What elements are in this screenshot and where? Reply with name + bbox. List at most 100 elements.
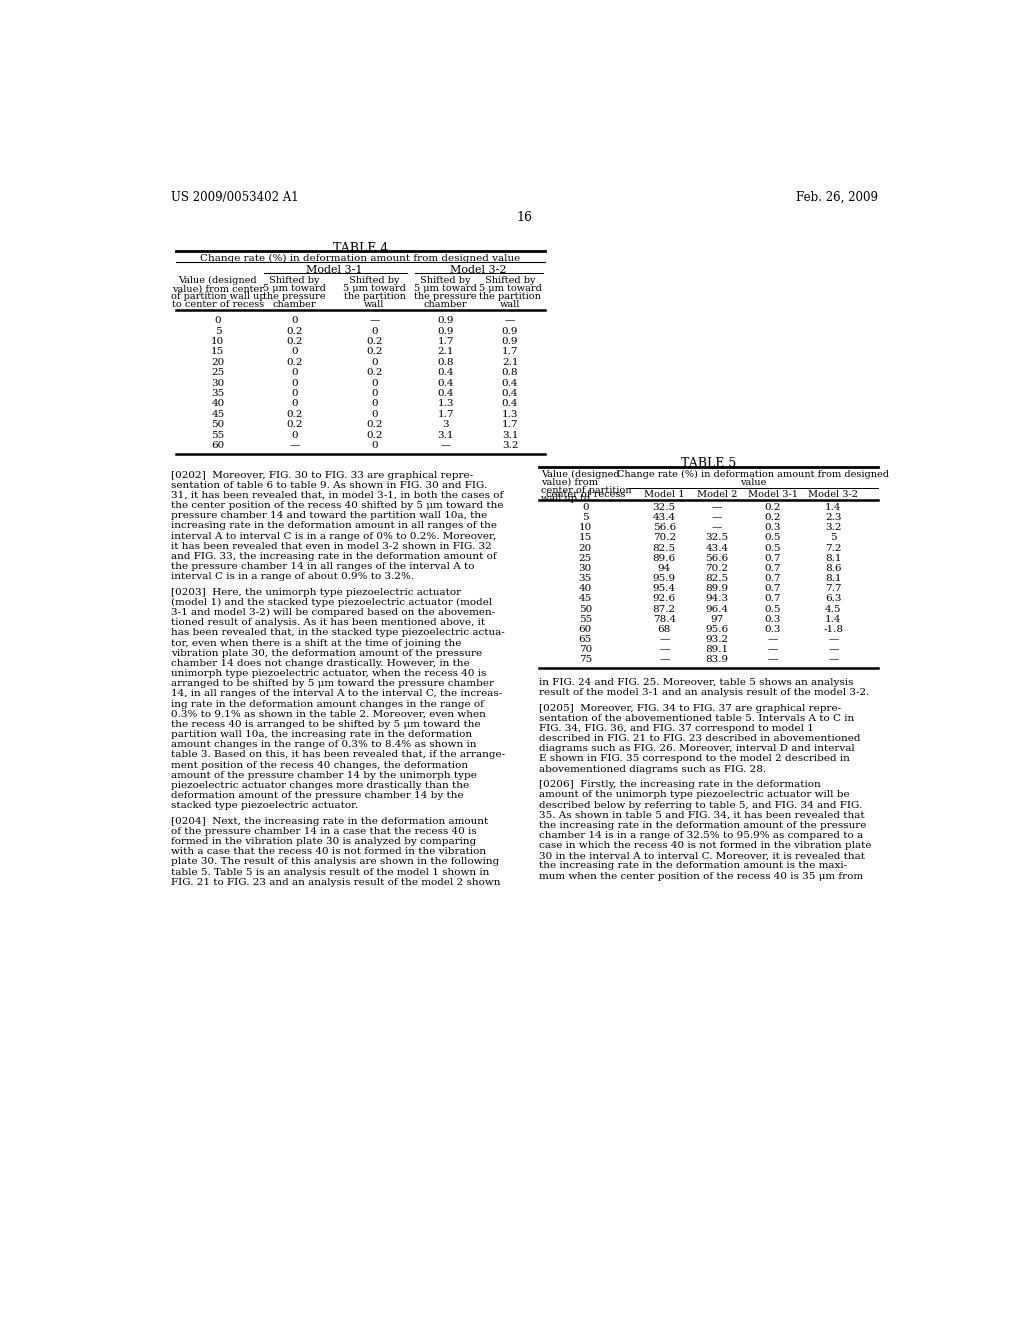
Text: —: — [440, 441, 451, 450]
Text: Feb. 26, 2009: Feb. 26, 2009 [797, 191, 879, 203]
Text: 32.5: 32.5 [706, 533, 728, 543]
Text: Model 1: Model 1 [644, 490, 685, 499]
Text: 0: 0 [371, 441, 378, 450]
Text: 60: 60 [211, 441, 224, 450]
Text: the increasing rate in the deformation amount is the maxi-: the increasing rate in the deformation a… [539, 862, 847, 870]
Text: 3-1 and model 3-2) will be compared based on the abovemen-: 3-1 and model 3-2) will be compared base… [171, 609, 495, 618]
Text: formed in the vibration plate 30 is analyzed by comparing: formed in the vibration plate 30 is anal… [171, 837, 476, 846]
Text: 0.2: 0.2 [367, 347, 383, 356]
Text: 97: 97 [711, 615, 724, 624]
Text: Shifted by: Shifted by [421, 276, 471, 285]
Text: ment position of the recess 40 changes, the deformation: ment position of the recess 40 changes, … [171, 760, 468, 770]
Text: 0.9: 0.9 [437, 326, 454, 335]
Text: 5: 5 [829, 533, 837, 543]
Text: diagrams such as FIG. 26. Moreover, interval D and interval: diagrams such as FIG. 26. Moreover, inte… [539, 744, 854, 754]
Text: 0: 0 [291, 368, 298, 378]
Text: 68: 68 [657, 624, 671, 634]
Text: 70: 70 [579, 645, 592, 655]
Text: 95.4: 95.4 [652, 585, 676, 593]
Text: 82.5: 82.5 [706, 574, 728, 583]
Text: 15: 15 [211, 347, 224, 356]
Text: FIG. 34, FIG. 36, and FIG. 37 correspond to model 1: FIG. 34, FIG. 36, and FIG. 37 correspond… [539, 723, 814, 733]
Text: 5 μm toward: 5 μm toward [415, 284, 477, 293]
Text: 0.5: 0.5 [765, 533, 781, 543]
Text: Shifted by: Shifted by [269, 276, 319, 285]
Text: 0: 0 [371, 358, 378, 367]
Text: amount changes in the range of 0.3% to 8.4% as shown in: amount changes in the range of 0.3% to 8… [171, 741, 476, 750]
Text: 0.9: 0.9 [502, 337, 518, 346]
Text: -1.8: -1.8 [823, 624, 843, 634]
Text: of partition wall up: of partition wall up [171, 293, 265, 301]
Text: 6.3: 6.3 [825, 594, 842, 603]
Text: described in FIG. 21 to FIG. 23 described in abovementioned: described in FIG. 21 to FIG. 23 describe… [539, 734, 860, 743]
Text: it has been revealed that even in model 3-2 shown in FIG. 32: it has been revealed that even in model … [171, 541, 492, 550]
Text: 4.5: 4.5 [825, 605, 842, 614]
Text: the pressure chamber 14 in all ranges of the interval A to: the pressure chamber 14 in all ranges of… [171, 562, 474, 572]
Text: 35: 35 [579, 574, 592, 583]
Text: 0.7: 0.7 [765, 594, 781, 603]
Text: 0: 0 [582, 503, 589, 512]
Text: 95.6: 95.6 [706, 624, 728, 634]
Text: 32.5: 32.5 [652, 503, 676, 512]
Text: case in which the recess 40 is not formed in the vibration plate: case in which the recess 40 is not forme… [539, 841, 871, 850]
Text: 5: 5 [215, 326, 221, 335]
Text: 0.5: 0.5 [765, 544, 781, 553]
Text: 0.3: 0.3 [765, 624, 781, 634]
Text: 0.2: 0.2 [765, 503, 781, 512]
Text: 1.7: 1.7 [502, 347, 518, 356]
Text: 31, it has been revealed that, in model 3-1, in both the cases of: 31, it has been revealed that, in model … [171, 491, 503, 500]
Text: Model 3-2: Model 3-2 [808, 490, 858, 499]
Text: 0.4: 0.4 [437, 368, 454, 378]
Text: 70.2: 70.2 [652, 533, 676, 543]
Text: 14, in all ranges of the interval A to the interval C, the increas-: 14, in all ranges of the interval A to t… [171, 689, 502, 698]
Text: the pressure: the pressure [263, 293, 326, 301]
Text: in FIG. 24 and FIG. 25. Moreover, table 5 shows an analysis: in FIG. 24 and FIG. 25. Moreover, table … [539, 678, 853, 686]
Text: 94.3: 94.3 [706, 594, 728, 603]
Text: 0.2: 0.2 [287, 337, 303, 346]
Text: value: value [740, 478, 766, 487]
Text: TABLE 4: TABLE 4 [333, 242, 388, 255]
Text: 0: 0 [291, 400, 298, 408]
Text: [0202]  Moreover, FIG. 30 to FIG. 33 are graphical repre-: [0202] Moreover, FIG. 30 to FIG. 33 are … [171, 471, 473, 479]
Text: the partition: the partition [479, 293, 541, 301]
Text: 0.7: 0.7 [765, 554, 781, 562]
Text: 0.3: 0.3 [765, 523, 781, 532]
Text: 92.6: 92.6 [652, 594, 676, 603]
Text: 0.7: 0.7 [765, 564, 781, 573]
Text: 56.6: 56.6 [652, 523, 676, 532]
Text: 35: 35 [211, 389, 224, 399]
Text: 8.1: 8.1 [825, 574, 842, 583]
Text: 0.4: 0.4 [437, 389, 454, 399]
Text: center of recess: center of recess [546, 490, 625, 499]
Text: Model 3-1: Model 3-1 [306, 264, 362, 275]
Text: 16: 16 [517, 211, 532, 224]
Text: 0: 0 [215, 317, 221, 325]
Text: 1.3: 1.3 [437, 400, 454, 408]
Text: —: — [768, 635, 778, 644]
Text: arranged to be shifted by 5 μm toward the pressure chamber: arranged to be shifted by 5 μm toward th… [171, 680, 494, 688]
Text: tioned result of analysis. As it has been mentioned above, it: tioned result of analysis. As it has bee… [171, 618, 484, 627]
Text: 0.3% to 9.1% as shown in the table 2. Moreover, even when: 0.3% to 9.1% as shown in the table 2. Mo… [171, 710, 485, 719]
Text: Model 3-1: Model 3-1 [748, 490, 798, 499]
Text: 20: 20 [211, 358, 224, 367]
Text: 95.9: 95.9 [652, 574, 676, 583]
Text: 55: 55 [579, 615, 592, 624]
Text: the recess 40 is arranged to be shifted by 5 μm toward the: the recess 40 is arranged to be shifted … [171, 719, 480, 729]
Text: mum when the center position of the recess 40 is 35 μm from: mum when the center position of the rece… [539, 871, 863, 880]
Text: center of partition: center of partition [541, 486, 632, 495]
Text: 10: 10 [211, 337, 224, 346]
Text: 96.4: 96.4 [706, 605, 728, 614]
Text: 7.2: 7.2 [825, 544, 842, 553]
Text: to center of recess: to center of recess [172, 301, 264, 309]
Text: wall up to: wall up to [541, 494, 590, 503]
Text: 20: 20 [579, 544, 592, 553]
Text: 0.2: 0.2 [367, 337, 383, 346]
Text: the partition: the partition [343, 293, 406, 301]
Text: 5: 5 [582, 513, 589, 523]
Text: Shifted by: Shifted by [349, 276, 399, 285]
Text: 0.2: 0.2 [287, 326, 303, 335]
Text: with a case that the recess 40 is not formed in the vibration: with a case that the recess 40 is not fo… [171, 847, 485, 857]
Text: [0204]  Next, the increasing rate in the deformation amount: [0204] Next, the increasing rate in the … [171, 817, 487, 826]
Text: chamber 14 is in a range of 32.5% to 95.9% as compared to a: chamber 14 is in a range of 32.5% to 95.… [539, 832, 863, 840]
Text: 1.4: 1.4 [825, 503, 842, 512]
